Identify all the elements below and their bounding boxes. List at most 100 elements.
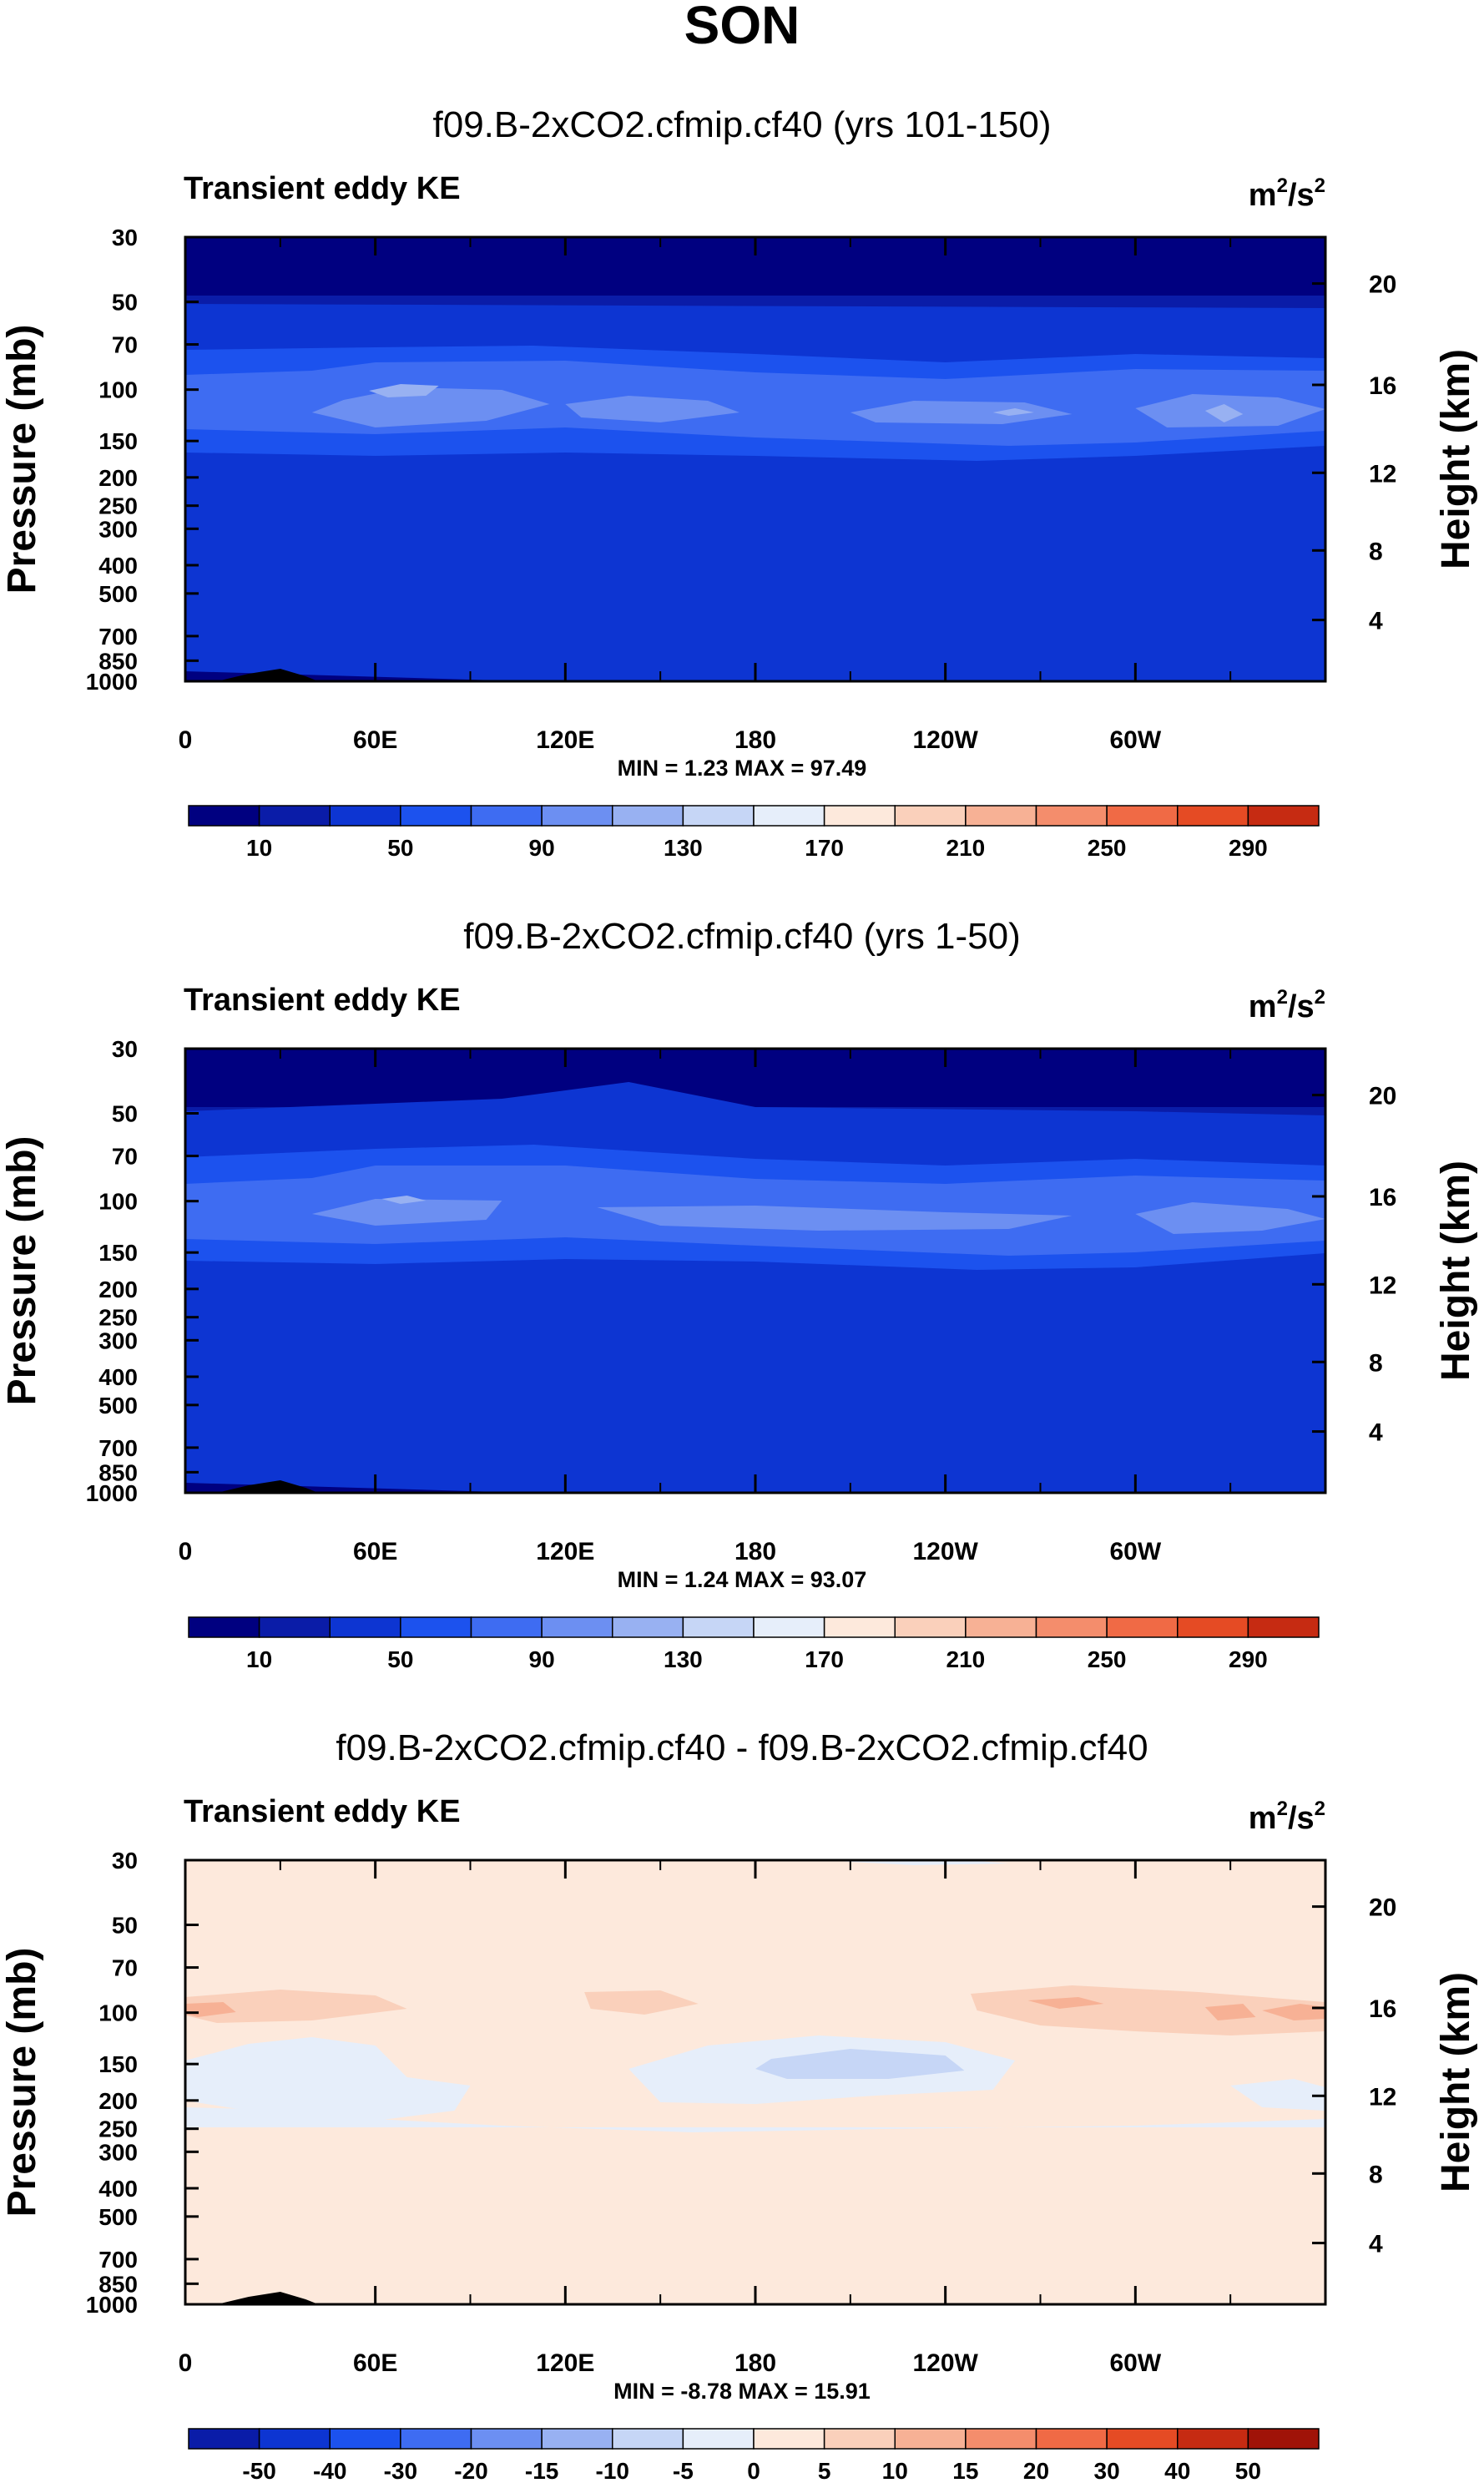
colorbar-box [1035, 1616, 1108, 1638]
contour-region-4-0 [381, 1196, 427, 1204]
min-max-label: MIN = 1.24 MAX = 93.07 [618, 1567, 867, 1592]
pressure-tick-label: 700 [98, 2247, 138, 2273]
units-exp-1: 2 [1277, 174, 1288, 197]
colorbar-box [894, 1616, 967, 1638]
lon-tick-label: 120E [536, 2349, 594, 2377]
pressure-tick-label: 850 [98, 648, 138, 674]
pressure-tick-label: 300 [98, 516, 138, 542]
contour-region-3-0 [311, 387, 550, 427]
colorbar-box [965, 1616, 1037, 1638]
contour-region-4-1 [992, 408, 1034, 416]
land-mask [216, 1480, 319, 1493]
colorbar-label: 10 [246, 835, 272, 861]
units-exp-1: 2 [1277, 1798, 1288, 1820]
colorbar-label: -30 [384, 2458, 417, 2484]
contour-region-3-1 [1027, 1997, 1104, 2009]
lon-tick-label: 120E [536, 726, 594, 754]
pressure-tick-label: 400 [98, 2176, 138, 2202]
colorbar-label: -15 [525, 2458, 558, 2484]
colorbar-box [965, 805, 1037, 827]
colorbar-box [329, 2428, 401, 2450]
y-axis-right-label: Height (km) [1434, 349, 1478, 569]
height-tick-label: 16 [1369, 372, 1396, 400]
contour-region-4-0 [369, 384, 439, 397]
colorbar-box [823, 1616, 896, 1638]
lon-tick-label: 0 [179, 1538, 193, 1565]
colorbar-box [1106, 1616, 1179, 1638]
height-tick-label: 4 [1369, 608, 1383, 635]
pressure-tick-label: 700 [98, 1435, 138, 1461]
lon-tick-label: 120W [912, 1538, 978, 1565]
panel-title: f09.B-2xCO2.cfmip.cf40 (yrs 101-150) [433, 104, 1052, 145]
colorbar-label: 50 [1235, 2458, 1261, 2484]
pressure-tick-label: 400 [98, 553, 138, 579]
pressure-tick-label: 100 [98, 2000, 138, 2026]
height-tick-label: 12 [1369, 1272, 1396, 1299]
units-base: m [1249, 1801, 1277, 1836]
lon-tick-label: 120E [536, 1538, 594, 1565]
panels: f09.B-2xCO2.cfmip.cf40 (yrs 101-150) Tran… [0, 104, 1478, 2484]
pressure-tick-label: 200 [98, 2088, 138, 2114]
pressure-tick-label: 30 [112, 225, 138, 250]
colorbar-box [823, 2428, 896, 2450]
colorbar-box [894, 805, 967, 827]
pressure-tick-label: 500 [98, 1393, 138, 1418]
colorbar-label: 15 [952, 2458, 978, 2484]
panel-2: f09.B-2xCO2.cfmip.cf40 (yrs 1-50)Transie… [0, 916, 1478, 1672]
colorbar-label: 50 [387, 835, 413, 861]
pressure-tick-label: 30 [112, 1848, 138, 1874]
colorbar-box [188, 805, 260, 827]
contour-region-3-2 [1135, 1202, 1325, 1234]
lon-tick-label: 120W [912, 2349, 978, 2377]
colorbar-box [965, 2428, 1037, 2450]
units-mid: /s [1288, 989, 1315, 1024]
height-tick-label: 20 [1369, 271, 1396, 299]
variable-label: Transient eddy KE [184, 1794, 461, 1829]
lon-tick-label: 60W [1109, 2349, 1161, 2377]
units-exp-1: 2 [1277, 986, 1288, 1009]
pressure-tick-label: 150 [98, 428, 138, 454]
colorbar-box [329, 1616, 401, 1638]
pressure-tick-label: 70 [112, 1144, 138, 1170]
lon-tick-label: 180 [734, 726, 776, 754]
units-exp-2: 2 [1315, 1798, 1325, 1820]
colorbar-box [400, 805, 472, 827]
lon-tick-label: 60E [353, 726, 397, 754]
colorbar-box [753, 2428, 825, 2450]
colorbar-box [753, 1616, 825, 1638]
pressure-tick-label: 70 [112, 1955, 138, 1981]
height-tick-label: 4 [1369, 2231, 1383, 2258]
colorbar-box [470, 2428, 543, 2450]
colorbar-box [823, 805, 896, 827]
y-axis-left-label: Pressure (mb) [0, 325, 44, 594]
colorbar-label: 290 [1229, 835, 1268, 861]
lon-tick-label: 180 [734, 1538, 776, 1565]
contour-region-0-4 [185, 2107, 1325, 2132]
contour-region-2-0 [185, 1990, 407, 2023]
colorbar-label: 90 [529, 835, 555, 861]
colorbar-box [1035, 805, 1108, 827]
lon-tick-label: 180 [734, 2349, 776, 2377]
colorbar-label: 10 [882, 2458, 908, 2484]
colorbar-label: 40 [1164, 2458, 1190, 2484]
y-axis-right-label: Height (km) [1434, 1972, 1478, 2192]
height-tick-label: 12 [1369, 460, 1396, 488]
colorbar-label: 5 [818, 2458, 831, 2484]
colorbar-box [1177, 2428, 1249, 2450]
pressure-tick-label: 700 [98, 624, 138, 650]
land-mask [216, 669, 319, 681]
colorbar-label: 50 [387, 1646, 413, 1672]
pressure-tick-label: 250 [98, 493, 138, 519]
colorbar-box [470, 805, 543, 827]
colorbar-box [258, 1616, 331, 1638]
plot-area [185, 1049, 1325, 1493]
height-tick-label: 8 [1369, 538, 1383, 565]
colorbar-label: 250 [1088, 835, 1127, 861]
pressure-tick-label: 50 [112, 290, 138, 316]
lon-tick-label: 60W [1109, 1538, 1161, 1565]
pressure-tick-label: 150 [98, 1240, 138, 1266]
panel-1: f09.B-2xCO2.cfmip.cf40 (yrs 101-150) Tran… [0, 104, 1478, 861]
colorbar-box [258, 2428, 331, 2450]
panel-title: f09.B-2xCO2.cfmip.cf40 (yrs 1-50) [463, 916, 1021, 957]
pressure-tick-label: 1000 [86, 1480, 138, 1506]
